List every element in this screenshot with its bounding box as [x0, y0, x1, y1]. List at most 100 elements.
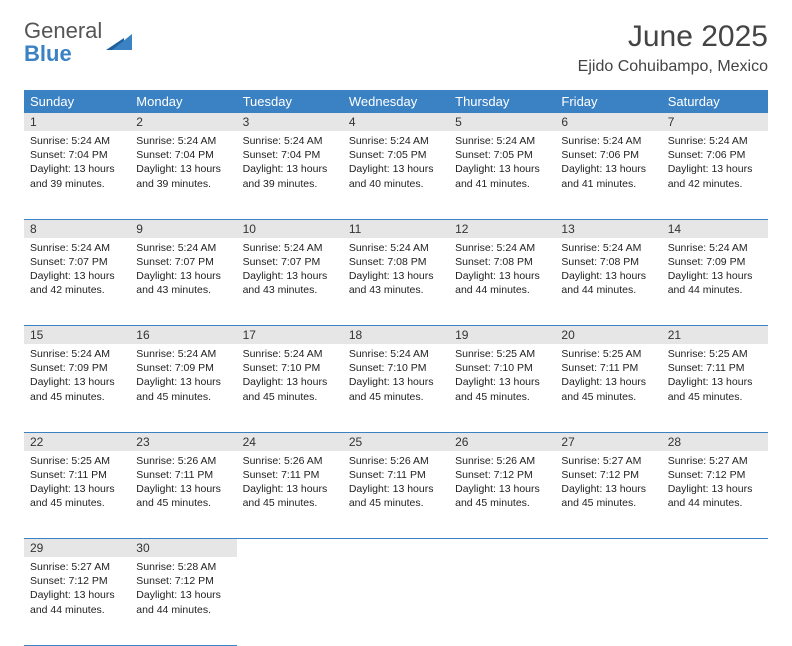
- day-body-cell: Sunrise: 5:24 AMSunset: 7:04 PMDaylight:…: [24, 131, 130, 219]
- day-details: Sunrise: 5:26 AMSunset: 7:11 PMDaylight:…: [343, 451, 449, 515]
- day-number-row: 22232425262728: [24, 432, 768, 451]
- day-number-cell: 26: [449, 432, 555, 451]
- day-number-cell: 3: [237, 113, 343, 131]
- day-details: Sunrise: 5:24 AMSunset: 7:05 PMDaylight:…: [449, 131, 555, 195]
- day-body-cell: Sunrise: 5:24 AMSunset: 7:08 PMDaylight:…: [343, 238, 449, 326]
- day-body-cell: Sunrise: 5:24 AMSunset: 7:07 PMDaylight:…: [24, 238, 130, 326]
- day-number-row: 1234567: [24, 113, 768, 131]
- day-number-cell: 24: [237, 432, 343, 451]
- day-details: Sunrise: 5:26 AMSunset: 7:11 PMDaylight:…: [130, 451, 236, 515]
- day-details: Sunrise: 5:25 AMSunset: 7:11 PMDaylight:…: [24, 451, 130, 515]
- day-details: Sunrise: 5:27 AMSunset: 7:12 PMDaylight:…: [24, 557, 130, 621]
- day-details: Sunrise: 5:27 AMSunset: 7:12 PMDaylight:…: [662, 451, 768, 515]
- day-body-cell: Sunrise: 5:24 AMSunset: 7:06 PMDaylight:…: [662, 131, 768, 219]
- weekday-header: Tuesday: [237, 90, 343, 113]
- day-number-cell: 11: [343, 219, 449, 238]
- day-number-cell: 23: [130, 432, 236, 451]
- day-number-cell: 28: [662, 432, 768, 451]
- title-block: June 2025 Ejido Cohuibampo, Mexico: [578, 20, 768, 76]
- day-number-cell: 19: [449, 326, 555, 345]
- calendar-body: 1234567Sunrise: 5:24 AMSunset: 7:04 PMDa…: [24, 113, 768, 645]
- day-body-cell: [343, 557, 449, 645]
- day-body-cell: Sunrise: 5:26 AMSunset: 7:12 PMDaylight:…: [449, 451, 555, 539]
- brand-part1: General: [24, 18, 102, 43]
- day-body-cell: Sunrise: 5:24 AMSunset: 7:09 PMDaylight:…: [662, 238, 768, 326]
- day-body-row: Sunrise: 5:24 AMSunset: 7:09 PMDaylight:…: [24, 344, 768, 432]
- day-body-cell: Sunrise: 5:24 AMSunset: 7:05 PMDaylight:…: [343, 131, 449, 219]
- header: General Blue June 2025 Ejido Cohuibampo,…: [24, 20, 768, 76]
- day-details: Sunrise: 5:24 AMSunset: 7:09 PMDaylight:…: [662, 238, 768, 302]
- day-number-cell: 8: [24, 219, 130, 238]
- day-number-cell: 14: [662, 219, 768, 238]
- weekday-header-row: Sunday Monday Tuesday Wednesday Thursday…: [24, 90, 768, 113]
- weekday-header: Saturday: [662, 90, 768, 113]
- day-body-cell: [237, 557, 343, 645]
- day-number-cell: 1: [24, 113, 130, 131]
- day-body-cell: Sunrise: 5:26 AMSunset: 7:11 PMDaylight:…: [130, 451, 236, 539]
- day-number-cell: 29: [24, 539, 130, 558]
- day-body-cell: Sunrise: 5:24 AMSunset: 7:07 PMDaylight:…: [237, 238, 343, 326]
- day-body-cell: [662, 557, 768, 645]
- day-details: Sunrise: 5:24 AMSunset: 7:10 PMDaylight:…: [237, 344, 343, 408]
- flag-icon: [106, 32, 132, 57]
- day-body-cell: Sunrise: 5:27 AMSunset: 7:12 PMDaylight:…: [662, 451, 768, 539]
- day-number-cell: 25: [343, 432, 449, 451]
- day-number-cell: [449, 539, 555, 558]
- day-number-cell: 17: [237, 326, 343, 345]
- weekday-header: Friday: [555, 90, 661, 113]
- day-body-cell: Sunrise: 5:24 AMSunset: 7:08 PMDaylight:…: [555, 238, 661, 326]
- day-body-cell: Sunrise: 5:24 AMSunset: 7:07 PMDaylight:…: [130, 238, 236, 326]
- calendar-table: Sunday Monday Tuesday Wednesday Thursday…: [24, 90, 768, 646]
- day-body-cell: Sunrise: 5:26 AMSunset: 7:11 PMDaylight:…: [237, 451, 343, 539]
- day-details: Sunrise: 5:24 AMSunset: 7:08 PMDaylight:…: [449, 238, 555, 302]
- day-body-cell: Sunrise: 5:25 AMSunset: 7:11 PMDaylight:…: [24, 451, 130, 539]
- brand-logo: General Blue: [24, 20, 132, 66]
- day-details: Sunrise: 5:24 AMSunset: 7:06 PMDaylight:…: [662, 131, 768, 195]
- weekday-header: Sunday: [24, 90, 130, 113]
- day-body-cell: Sunrise: 5:28 AMSunset: 7:12 PMDaylight:…: [130, 557, 236, 645]
- day-number-cell: 10: [237, 219, 343, 238]
- day-body-row: Sunrise: 5:27 AMSunset: 7:12 PMDaylight:…: [24, 557, 768, 645]
- location: Ejido Cohuibampo, Mexico: [578, 58, 768, 76]
- day-details: Sunrise: 5:24 AMSunset: 7:04 PMDaylight:…: [237, 131, 343, 195]
- day-body-cell: Sunrise: 5:24 AMSunset: 7:09 PMDaylight:…: [24, 344, 130, 432]
- day-number-cell: [343, 539, 449, 558]
- day-details: Sunrise: 5:24 AMSunset: 7:08 PMDaylight:…: [555, 238, 661, 302]
- day-details: Sunrise: 5:24 AMSunset: 7:07 PMDaylight:…: [237, 238, 343, 302]
- day-details: Sunrise: 5:24 AMSunset: 7:09 PMDaylight:…: [130, 344, 236, 408]
- day-body-cell: Sunrise: 5:24 AMSunset: 7:04 PMDaylight:…: [130, 131, 236, 219]
- day-number-cell: [555, 539, 661, 558]
- day-number-cell: [662, 539, 768, 558]
- day-details: Sunrise: 5:24 AMSunset: 7:08 PMDaylight:…: [343, 238, 449, 302]
- day-number-cell: 22: [24, 432, 130, 451]
- day-body-cell: Sunrise: 5:27 AMSunset: 7:12 PMDaylight:…: [24, 557, 130, 645]
- day-body-row: Sunrise: 5:25 AMSunset: 7:11 PMDaylight:…: [24, 451, 768, 539]
- day-body-cell: Sunrise: 5:26 AMSunset: 7:11 PMDaylight:…: [343, 451, 449, 539]
- day-details: Sunrise: 5:24 AMSunset: 7:10 PMDaylight:…: [343, 344, 449, 408]
- day-number-cell: 30: [130, 539, 236, 558]
- day-body-row: Sunrise: 5:24 AMSunset: 7:07 PMDaylight:…: [24, 238, 768, 326]
- day-body-cell: Sunrise: 5:24 AMSunset: 7:06 PMDaylight:…: [555, 131, 661, 219]
- day-body-row: Sunrise: 5:24 AMSunset: 7:04 PMDaylight:…: [24, 131, 768, 219]
- day-number-cell: 6: [555, 113, 661, 131]
- weekday-header: Monday: [130, 90, 236, 113]
- day-body-cell: Sunrise: 5:25 AMSunset: 7:10 PMDaylight:…: [449, 344, 555, 432]
- calendar-page: General Blue June 2025 Ejido Cohuibampo,…: [0, 0, 792, 646]
- day-number-cell: 4: [343, 113, 449, 131]
- day-body-cell: [555, 557, 661, 645]
- day-number-row: 2930: [24, 539, 768, 558]
- day-details: Sunrise: 5:26 AMSunset: 7:12 PMDaylight:…: [449, 451, 555, 515]
- day-details: Sunrise: 5:24 AMSunset: 7:04 PMDaylight:…: [130, 131, 236, 195]
- day-body-cell: Sunrise: 5:27 AMSunset: 7:12 PMDaylight:…: [555, 451, 661, 539]
- day-number-cell: 2: [130, 113, 236, 131]
- day-details: Sunrise: 5:25 AMSunset: 7:11 PMDaylight:…: [555, 344, 661, 408]
- day-number-row: 891011121314: [24, 219, 768, 238]
- day-number-cell: 13: [555, 219, 661, 238]
- day-body-cell: Sunrise: 5:24 AMSunset: 7:10 PMDaylight:…: [237, 344, 343, 432]
- day-body-cell: Sunrise: 5:25 AMSunset: 7:11 PMDaylight:…: [662, 344, 768, 432]
- day-body-cell: [449, 557, 555, 645]
- day-number-cell: 12: [449, 219, 555, 238]
- day-number-cell: 15: [24, 326, 130, 345]
- day-body-cell: Sunrise: 5:24 AMSunset: 7:04 PMDaylight:…: [237, 131, 343, 219]
- day-details: Sunrise: 5:25 AMSunset: 7:10 PMDaylight:…: [449, 344, 555, 408]
